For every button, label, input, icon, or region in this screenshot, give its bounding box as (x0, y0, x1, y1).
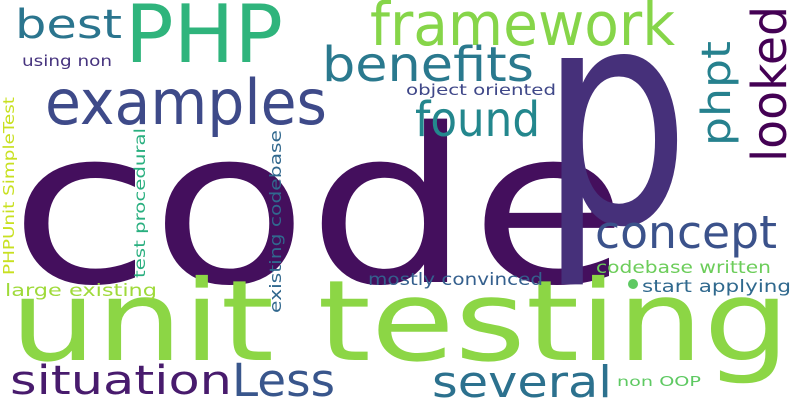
word-situation: situation (10, 358, 232, 400)
word-using-non: using non (22, 52, 112, 70)
word-concept: concept (595, 206, 777, 259)
word-codebase-written: codebase written (596, 258, 771, 278)
word-start-applying: start applying (642, 277, 791, 297)
word-framework: framework (370, 0, 675, 60)
word-found: found (415, 92, 540, 148)
word-PHPUnit-SimpleTest: PHPUnit SimpleTest (0, 97, 18, 275)
word-Less: Less (232, 354, 335, 400)
word-object-oriented: object oriented (406, 81, 556, 99)
word-benefits: benefits (322, 37, 534, 93)
word-unit-testing: unit testing (10, 257, 790, 387)
word-test-procedural: test procedural (131, 128, 149, 278)
word-large-existing: large existing (5, 281, 157, 301)
dot-mark (628, 279, 638, 289)
word-several: several (432, 357, 612, 400)
word-existing-codebase: existing codebase (266, 130, 285, 313)
word-mostly-convinced: mostly convinced (368, 270, 543, 290)
word-phpt: phpt (694, 41, 740, 146)
word-looked: looked (742, 6, 798, 162)
word-code: code (10, 82, 628, 333)
word-best: best (15, 2, 122, 48)
word-non-OOP: non OOP (617, 375, 701, 390)
word-PHP: PHP (125, 0, 283, 81)
word-p: p (540, 0, 690, 293)
word-examples: examples (45, 66, 327, 139)
